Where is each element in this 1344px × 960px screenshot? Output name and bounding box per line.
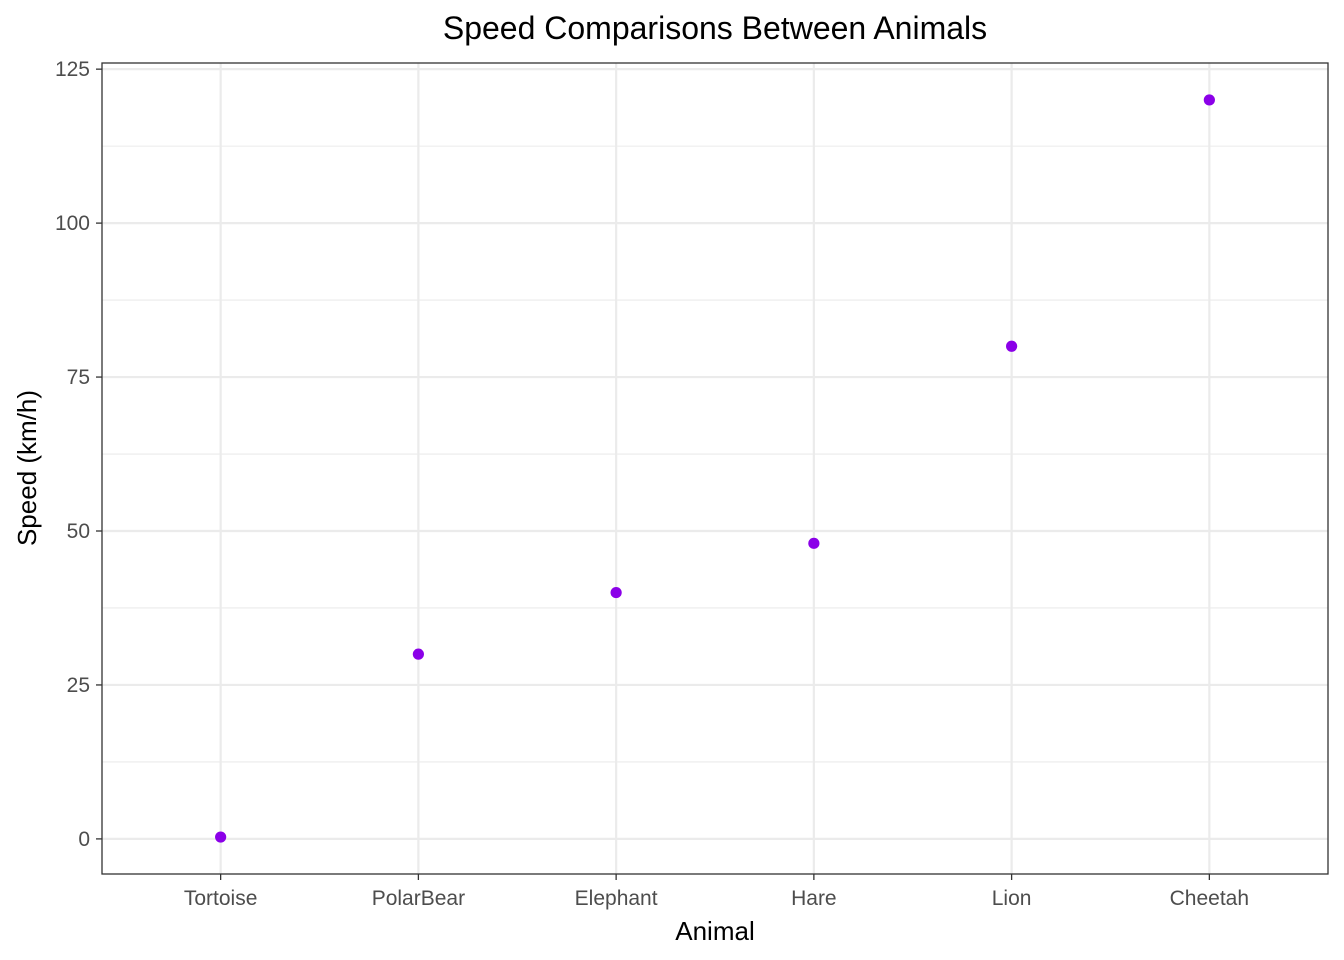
y-tick-label: 75 (67, 366, 90, 389)
x-axis-title: Animal (675, 916, 754, 946)
y-tick-label: 100 (55, 212, 90, 235)
x-tick-label: Hare (791, 887, 837, 910)
y-tick-label: 125 (55, 58, 90, 81)
y-axis: 0 25 50 75 100 125 (55, 58, 102, 851)
x-tick-label: Elephant (575, 887, 658, 910)
y-tick-label: 0 (78, 828, 90, 851)
x-tick-label: Lion (992, 887, 1032, 910)
x-axis: Tortoise PolarBear Elephant Hare Lion Cheetah (184, 874, 1249, 910)
x-tick-label: PolarBear (372, 887, 465, 910)
data-point (1203, 94, 1215, 106)
data-point (1006, 340, 1018, 352)
x-tick-label: Tortoise (184, 887, 258, 910)
data-points (215, 94, 1215, 843)
chart-title: Speed Comparisons Between Animals (443, 10, 987, 46)
data-point (215, 831, 227, 843)
data-point (808, 537, 820, 549)
grid (102, 63, 1328, 874)
data-point (412, 648, 424, 660)
panel-border (101, 62, 1329, 875)
data-point (610, 586, 622, 599)
y-tick-label: 25 (67, 674, 90, 697)
x-tick-label: Cheetah (1170, 887, 1249, 910)
y-axis-title: Speed (km/h) (12, 390, 42, 546)
y-tick-label: 50 (67, 520, 90, 543)
